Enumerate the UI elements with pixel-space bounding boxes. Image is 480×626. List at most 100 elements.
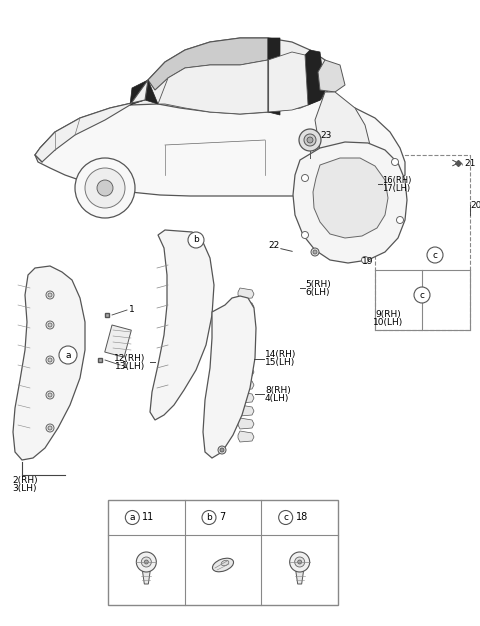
Polygon shape [296, 570, 304, 584]
Circle shape [144, 560, 148, 564]
Circle shape [301, 175, 309, 182]
Circle shape [75, 158, 135, 218]
Circle shape [136, 552, 156, 572]
Text: a: a [65, 351, 71, 359]
Text: 8(RH): 8(RH) [265, 386, 291, 394]
Ellipse shape [213, 558, 234, 572]
Polygon shape [238, 353, 254, 364]
Polygon shape [238, 301, 254, 312]
Circle shape [301, 232, 309, 239]
Text: 15(LH): 15(LH) [265, 359, 295, 367]
Polygon shape [40, 132, 60, 158]
Text: 19: 19 [362, 257, 373, 267]
Text: 11: 11 [143, 513, 155, 523]
Text: c: c [432, 250, 437, 260]
Circle shape [97, 180, 113, 196]
Polygon shape [268, 52, 308, 112]
Text: b: b [206, 513, 212, 522]
Polygon shape [238, 431, 254, 442]
Text: b: b [193, 235, 199, 245]
Bar [375, 155, 470, 330]
Circle shape [141, 557, 151, 567]
Text: 1: 1 [122, 361, 128, 369]
Polygon shape [293, 142, 407, 263]
Circle shape [48, 393, 52, 397]
Circle shape [218, 446, 226, 454]
Polygon shape [130, 80, 158, 105]
Circle shape [427, 247, 443, 263]
Polygon shape [158, 60, 268, 114]
Circle shape [279, 510, 293, 525]
Circle shape [307, 137, 313, 143]
Circle shape [48, 358, 52, 362]
Polygon shape [238, 288, 254, 299]
Text: a: a [130, 513, 135, 522]
Text: 23: 23 [320, 130, 331, 140]
Text: 17(LH): 17(LH) [382, 183, 410, 193]
Bar [105, 325, 132, 357]
Text: 10(LH): 10(LH) [373, 319, 403, 327]
Circle shape [312, 164, 368, 220]
Bar [108, 500, 338, 605]
Polygon shape [238, 340, 254, 351]
Text: 1: 1 [129, 305, 135, 314]
Circle shape [125, 510, 139, 525]
Text: 4(LH): 4(LH) [265, 394, 289, 403]
Circle shape [46, 321, 54, 329]
Circle shape [321, 173, 359, 211]
Circle shape [311, 248, 319, 256]
Text: c: c [283, 513, 288, 522]
Polygon shape [35, 92, 405, 196]
Circle shape [220, 448, 224, 452]
Text: 3(LH): 3(LH) [12, 483, 36, 493]
Circle shape [361, 257, 369, 264]
Polygon shape [203, 296, 256, 458]
Circle shape [299, 129, 321, 151]
Polygon shape [150, 230, 214, 420]
Polygon shape [130, 38, 332, 114]
Polygon shape [315, 92, 370, 185]
Polygon shape [238, 392, 254, 403]
Polygon shape [35, 80, 148, 162]
Circle shape [396, 217, 404, 223]
Text: 21: 21 [464, 158, 475, 168]
Text: 2(RH): 2(RH) [12, 476, 37, 485]
Polygon shape [305, 50, 325, 105]
Polygon shape [313, 158, 388, 238]
Circle shape [59, 346, 77, 364]
Circle shape [48, 293, 52, 297]
Circle shape [313, 250, 317, 254]
Polygon shape [318, 60, 345, 92]
Circle shape [298, 560, 301, 564]
Polygon shape [238, 314, 254, 325]
Circle shape [48, 426, 52, 430]
Polygon shape [143, 570, 150, 584]
Ellipse shape [221, 560, 229, 566]
Circle shape [85, 168, 125, 208]
Text: 18: 18 [296, 513, 308, 523]
Text: 13(LH): 13(LH) [115, 361, 145, 371]
Polygon shape [238, 418, 254, 429]
Text: 9(RH): 9(RH) [375, 310, 401, 319]
Polygon shape [148, 38, 268, 90]
Text: 16(RH): 16(RH) [382, 175, 411, 185]
Circle shape [304, 134, 316, 146]
Circle shape [46, 291, 54, 299]
Circle shape [48, 323, 52, 327]
Polygon shape [238, 366, 254, 377]
Text: 7: 7 [219, 513, 225, 523]
Circle shape [414, 287, 430, 303]
Circle shape [289, 552, 310, 572]
Polygon shape [238, 405, 254, 416]
Circle shape [46, 391, 54, 399]
Text: c: c [420, 290, 424, 299]
Circle shape [202, 510, 216, 525]
Text: 12(RH): 12(RH) [114, 354, 145, 362]
Circle shape [46, 356, 54, 364]
Polygon shape [268, 38, 280, 115]
Circle shape [295, 557, 305, 567]
Text: 6(LH): 6(LH) [305, 289, 329, 297]
Circle shape [188, 232, 204, 248]
Text: 20: 20 [470, 200, 480, 210]
Polygon shape [13, 266, 85, 460]
